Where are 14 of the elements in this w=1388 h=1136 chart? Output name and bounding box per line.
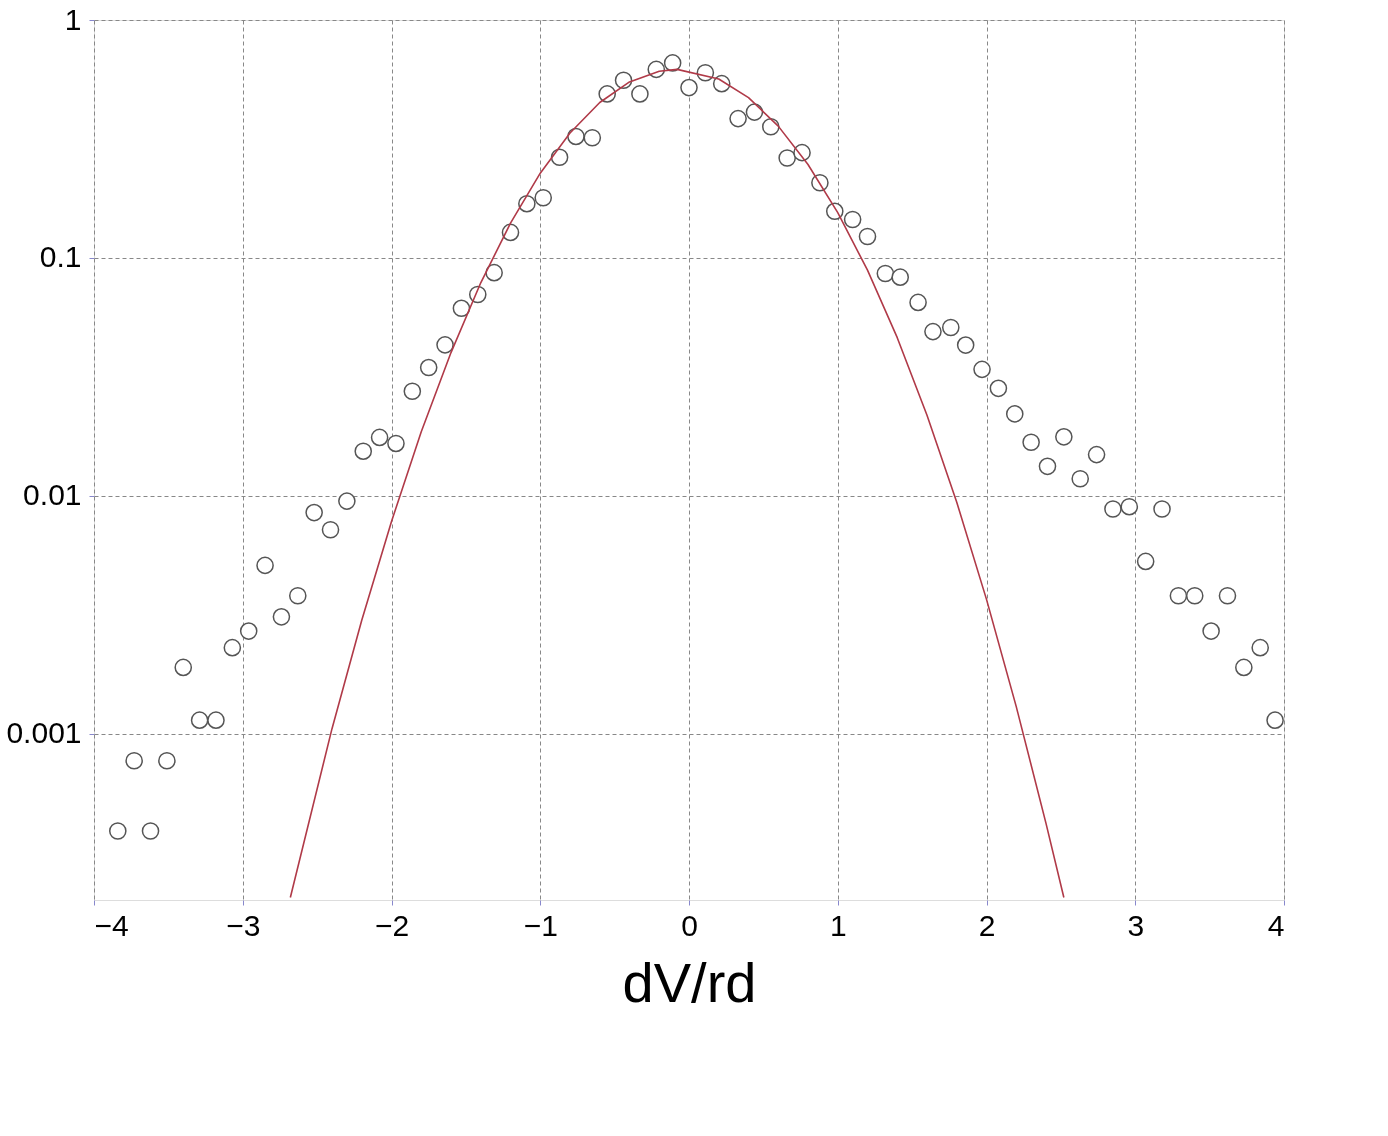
x-tick-label: −4 [94,908,129,942]
y-tick-label: 0.1 [39,240,82,274]
x-axis-title: dV/rd [622,950,757,1014]
y-tick-label: 1 [64,2,82,36]
x-tick-label: −2 [374,908,410,942]
x-tick-label: 3 [1127,908,1145,942]
x-tick-label: 2 [978,908,996,942]
y-tick-label: 0.01 [23,478,82,512]
y-tick-label: 0.001 [6,716,82,750]
x-tick-label: 4 [1267,908,1285,942]
x-tick-label: 1 [829,908,847,942]
x-tick-label: 0 [681,908,698,942]
x-tick-label: −1 [523,908,558,942]
x-tick-label: −3 [226,908,261,942]
